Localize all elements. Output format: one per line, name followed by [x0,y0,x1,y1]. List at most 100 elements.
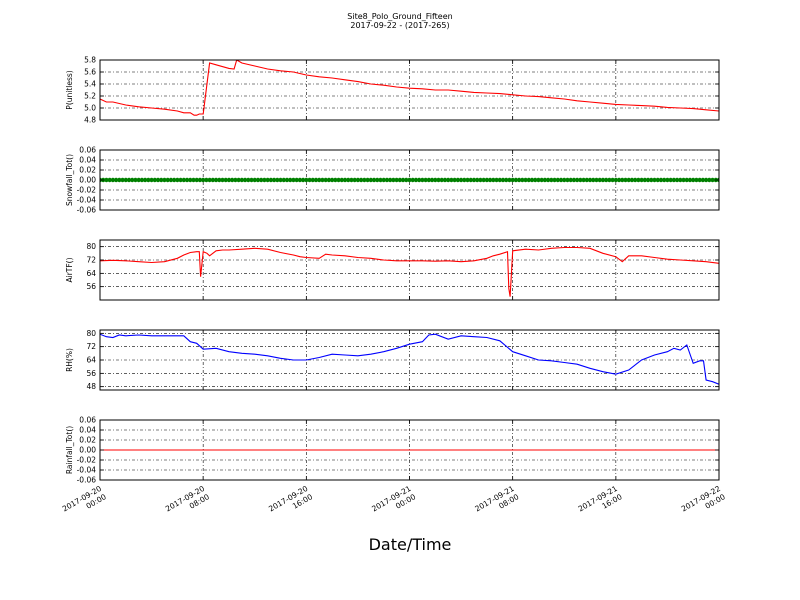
x-axis-label: Date/Time [369,535,452,554]
data-point [610,177,615,183]
data-point [616,177,622,183]
data-point [110,177,116,183]
data-point [671,177,677,183]
data-point [358,177,364,183]
y-axis-label: AirTF() [65,257,74,282]
data-point [104,177,109,183]
data-point [655,177,660,183]
data-point [449,177,454,183]
data-point [162,177,167,183]
data-point [594,177,599,183]
data-point [426,177,432,183]
data-point [520,177,525,183]
data-point [188,177,193,183]
data-point [652,177,657,183]
data-point [207,177,212,183]
data-point [462,177,467,183]
data-point [184,177,190,183]
y-tick-label: 0.04 [79,426,96,435]
data-point [574,177,580,183]
data-point [565,177,570,183]
y-tick-label: -0.06 [77,476,97,485]
data-point [478,177,483,183]
data-point [194,177,199,183]
data-point [645,177,651,183]
data-point [142,177,148,183]
data-point [113,177,119,183]
data-point [352,177,357,183]
data-point [649,177,654,183]
data-point [323,177,328,183]
data-point [159,177,164,183]
data-point [223,177,228,183]
data-point [407,177,412,183]
data-point [155,177,161,183]
data-point [120,177,125,183]
y-tick-label: 56 [86,369,96,378]
data-point [684,177,689,183]
data-point [562,177,567,183]
y-tick-label: 5.4 [84,80,96,89]
y-tick-label: 64 [86,356,96,365]
data-point [623,177,628,183]
data-point [639,177,644,183]
data-point [636,177,641,183]
data-point [333,177,338,183]
data-point [275,177,280,183]
data-point [710,177,715,183]
data-point [513,177,519,183]
data-point [220,177,225,183]
data-point [529,177,535,183]
data-point [558,177,564,183]
series-line [100,333,719,385]
data-point [165,177,170,183]
data-point [404,177,409,183]
data-point [439,177,444,183]
chart-subtitle: 2017-09-22 - (2017-265) [350,21,450,30]
data-point [507,177,512,183]
data-point [213,177,219,183]
data-point [707,177,712,183]
data-point [584,177,590,183]
data-point [300,177,306,183]
y-tick-label: 5.6 [84,68,96,77]
data-point [607,177,612,183]
data-point [175,177,180,183]
data-point [317,177,322,183]
data-point [691,177,696,183]
data-point [694,177,699,183]
data-point [265,177,270,183]
data-point [168,177,174,183]
data-point [497,177,502,183]
data-point [130,177,135,183]
data-point [542,177,548,183]
panel-2: -0.06-0.04-0.020.000.020.040.06 Snowfall_… [65,146,720,215]
x-tick-label: 2017-09-2200:00 [680,484,727,522]
data-point [362,177,367,183]
data-point [568,177,573,183]
panel-4: 48 56 64 72 80 RH(%) [65,329,720,391]
data-point [400,177,406,183]
data-point [346,177,351,183]
data-point [661,177,667,183]
y-tick-label: -0.04 [77,196,97,205]
data-point [246,177,251,183]
data-point [658,177,664,183]
data-point [703,177,709,183]
y-axis-label: Snowfall_Tot() [65,154,74,206]
y-tick-label: 56 [86,282,96,291]
y-axis-label: RH(%) [65,348,74,372]
data-point [487,177,493,183]
data-point [233,177,238,183]
data-point [491,177,496,183]
y-tick-label: 0.02 [79,436,96,445]
y-tick-label: 0.04 [79,156,96,165]
series [100,177,719,183]
series-line [100,60,719,116]
data-point [271,177,277,183]
data-point [468,177,473,183]
data-point [387,177,393,183]
panel-1: 4.8 5.0 5.2 5.4 5.6 5.8 P(unitless) [65,56,720,125]
data-point [433,177,438,183]
